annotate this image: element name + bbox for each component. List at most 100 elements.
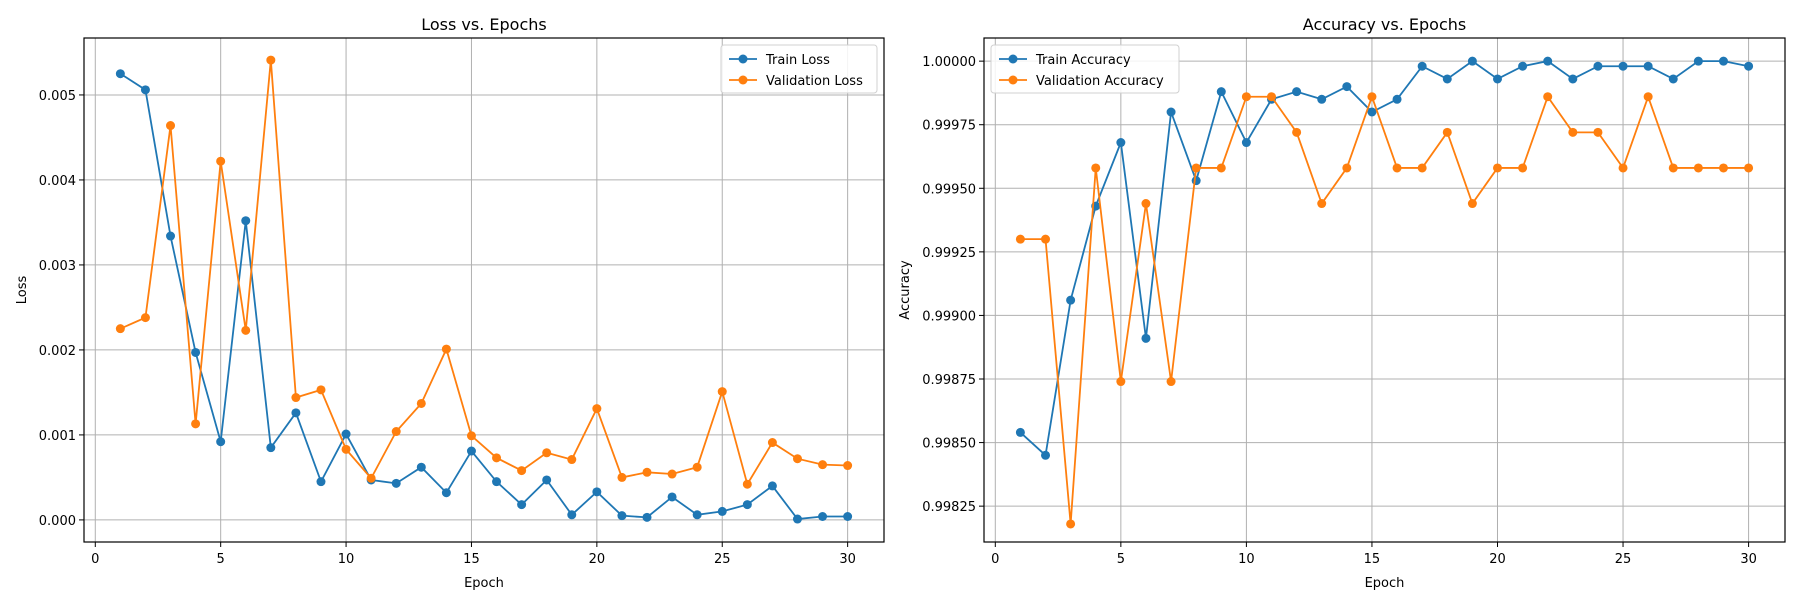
data-point: [843, 461, 853, 471]
data-point: [1367, 92, 1377, 102]
data-point: [767, 481, 777, 491]
data-point: [1317, 199, 1327, 209]
data-point: [1141, 333, 1151, 343]
legend-label: Train Accuracy: [1035, 53, 1131, 68]
data-point: [492, 453, 502, 463]
x-tick-label: 25: [714, 552, 731, 567]
data-point: [1041, 450, 1051, 460]
data-point: [466, 431, 476, 441]
series-train-accuracy: [1015, 56, 1754, 460]
data-point: [742, 500, 752, 510]
data-point: [667, 469, 677, 479]
legend-label: Train Loss: [765, 53, 830, 68]
x-axis-label: Epoch: [464, 576, 504, 591]
y-tick-label: 0.003: [39, 259, 76, 274]
chart-loss: 0 5 10 15 20 25 30 0.000 0.001 0.002 0.003 0.004 0.0…: [15, 15, 885, 591]
y-axis-label: Loss: [15, 276, 30, 305]
data-point: [1116, 138, 1126, 148]
data-point: [617, 472, 627, 482]
data-point: [818, 512, 828, 522]
data-point: [818, 460, 828, 470]
data-point: [1166, 377, 1176, 387]
data-point: [617, 511, 627, 521]
y-tick-label: 0.004: [39, 174, 76, 189]
x-tick-label: 30: [1740, 552, 1757, 567]
data-point: [1015, 427, 1025, 437]
data-point: [266, 55, 276, 65]
data-point: [191, 347, 201, 357]
data-point: [1568, 74, 1578, 84]
legend: Train Accuracy Validation Accuracy: [990, 44, 1180, 94]
data-point: [115, 324, 125, 334]
chart-accuracy: 0 5 10 15 20 25 30 0.99825 0.99850 0.99875 0.99900…: [898, 15, 1786, 591]
data-point: [1166, 107, 1176, 117]
data-point: [140, 85, 150, 95]
data-point: [1668, 74, 1678, 84]
series-validation-accuracy: [1015, 92, 1754, 529]
data-point: [542, 448, 552, 458]
data-point: [316, 477, 326, 487]
legend-box: [990, 44, 1180, 94]
legend-label: Validation Accuracy: [1036, 74, 1164, 89]
data-point: [567, 455, 577, 465]
data-point: [391, 478, 401, 488]
legend-marker: [738, 75, 748, 85]
data-point: [592, 404, 602, 414]
data-point: [241, 325, 251, 335]
y-tick-label: 0.99900: [922, 309, 976, 324]
data-point: [216, 156, 226, 166]
y-tick-label: 0.99925: [922, 246, 976, 261]
x-tick-label: 0: [991, 552, 999, 567]
x-tick-label: 25: [1615, 552, 1632, 567]
data-point: [1392, 94, 1402, 104]
x-tick-label: 30: [839, 552, 856, 567]
data-point: [1593, 127, 1603, 137]
data-point: [1216, 163, 1226, 173]
x-tick-label: 5: [217, 552, 225, 567]
data-point: [792, 514, 802, 524]
data-point: [1518, 61, 1528, 71]
data-point: [492, 477, 502, 487]
legend-marker: [1008, 54, 1018, 64]
data-point: [517, 466, 527, 476]
data-point: [1518, 163, 1528, 173]
data-point: [441, 344, 451, 354]
data-point: [1041, 234, 1051, 244]
data-point: [1643, 61, 1653, 71]
y-tick-label: 0.001: [39, 429, 76, 444]
data-point: [1718, 56, 1728, 66]
chart-title: Accuracy vs. Epochs: [1303, 15, 1466, 34]
data-point: [1467, 199, 1477, 209]
data-point: [1292, 127, 1302, 137]
data-point: [717, 506, 727, 516]
data-point: [592, 487, 602, 497]
series-line: [120, 60, 848, 487]
data-point: [1066, 519, 1076, 529]
data-point: [291, 393, 301, 403]
x-tick-label: 20: [589, 552, 606, 567]
data-point: [1417, 163, 1427, 173]
legend-marker: [1008, 75, 1018, 85]
data-point: [1141, 199, 1151, 209]
data-point: [216, 437, 226, 447]
data-point: [642, 512, 652, 522]
data-point: [1593, 61, 1603, 71]
data-point: [341, 444, 351, 454]
data-point: [1492, 163, 1502, 173]
data-point: [742, 479, 752, 489]
data-point: [1492, 74, 1502, 84]
data-point: [1568, 127, 1578, 137]
data-point: [1543, 56, 1553, 66]
data-point: [115, 69, 125, 79]
data-point: [191, 419, 201, 429]
data-point: [717, 387, 727, 397]
legend-box: [720, 44, 878, 94]
data-point: [1241, 92, 1251, 102]
data-point: [1241, 138, 1251, 148]
data-point: [291, 408, 301, 418]
y-tick-label: 0.002: [39, 344, 76, 359]
data-point: [1342, 82, 1352, 92]
data-point: [567, 510, 577, 520]
y-tick-label: 0.005: [39, 89, 76, 104]
